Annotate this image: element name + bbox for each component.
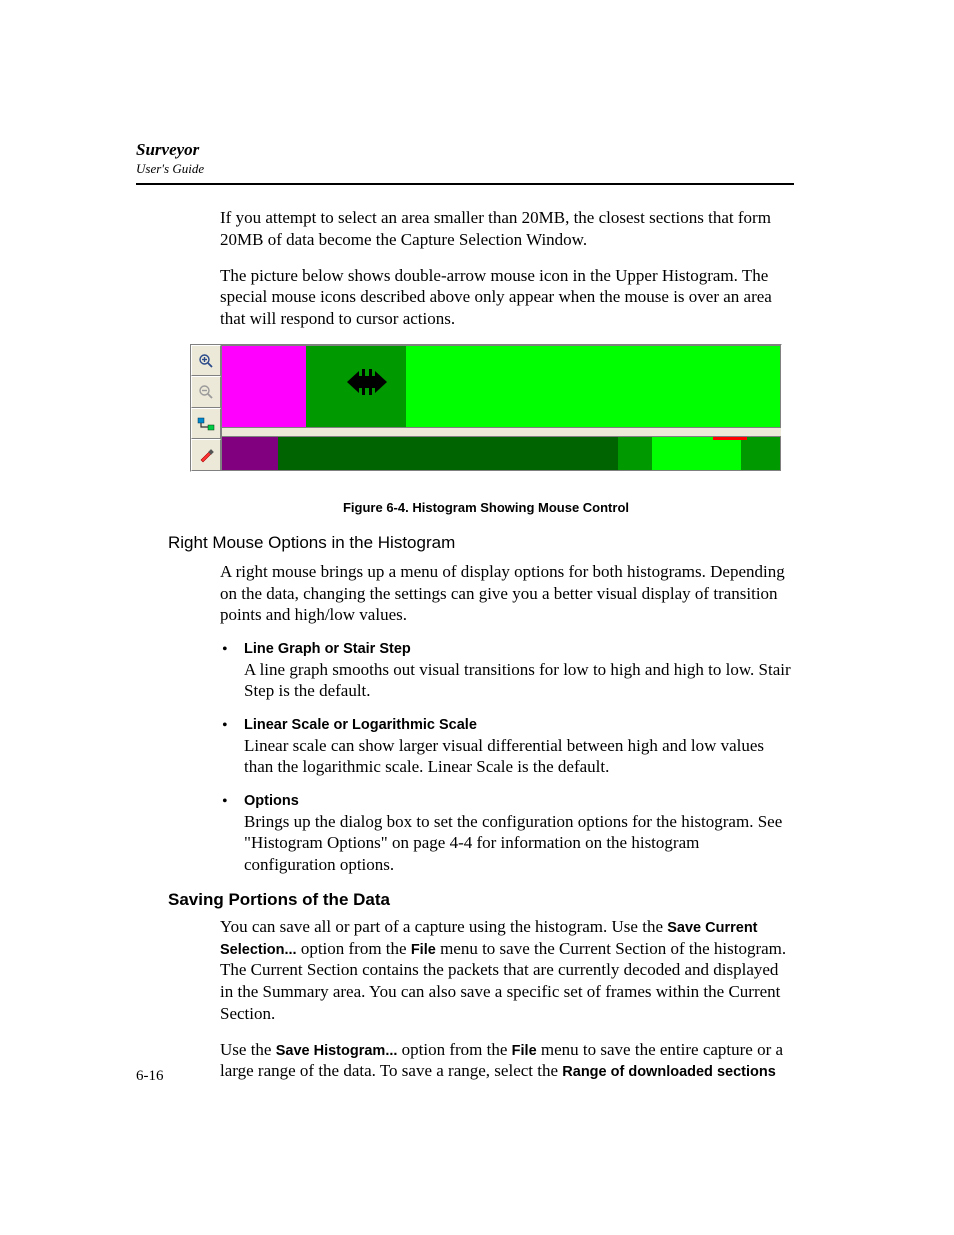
- doc-title: Surveyor: [136, 140, 794, 160]
- bullet-body: Brings up the dialog box to set the conf…: [244, 812, 782, 875]
- figure-caption: Figure 6-4. Histogram Showing Mouse Cont…: [190, 500, 782, 515]
- doc-subtitle: User's Guide: [136, 161, 794, 177]
- list-item: Options Brings up the dialog box to set …: [220, 792, 794, 876]
- text-run: option from the: [297, 939, 411, 958]
- highlight-icon: [198, 447, 214, 463]
- list-item: Linear Scale or Logarithmic Scale Linear…: [220, 716, 794, 778]
- intro-block: If you attempt to select an area smaller…: [220, 207, 794, 330]
- right-mouse-heading: Right Mouse Options in the Histogram: [168, 533, 794, 553]
- saving-heading: Saving Portions of the Data: [168, 890, 794, 910]
- right-mouse-block: A right mouse brings up a menu of displa…: [220, 561, 794, 876]
- bullet-body: Linear scale can show larger visual diff…: [244, 736, 764, 777]
- upper-histogram[interactable]: [222, 345, 781, 428]
- histogram-panels: [222, 345, 781, 471]
- bullet-title: Options: [244, 792, 794, 811]
- text-run: Use the: [220, 1040, 276, 1059]
- text-run: You can save all or part of a capture us…: [220, 917, 667, 936]
- saving-para-2: Use the Save Histogram... option from th…: [220, 1039, 794, 1083]
- intro-para-1: If you attempt to select an area smaller…: [220, 207, 794, 251]
- zoom-out-icon: [198, 384, 214, 400]
- network-icon: [197, 417, 215, 431]
- bullet-title: Line Graph or Stair Step: [244, 640, 794, 659]
- right-mouse-list: Line Graph or Stair Step A line graph sm…: [220, 640, 794, 876]
- page: Surveyor User's Guide If you attempt to …: [0, 0, 954, 1235]
- saving-block: You can save all or part of a capture us…: [220, 916, 794, 1082]
- header-rule: [136, 183, 794, 185]
- list-item: Line Graph or Stair Step A line graph sm…: [220, 640, 794, 702]
- ui-string: File: [512, 1043, 537, 1059]
- ui-string: Save Histogram...: [276, 1043, 398, 1059]
- bullet-title: Linear Scale or Logarithmic Scale: [244, 716, 794, 735]
- saving-para-1: You can save all or part of a capture us…: [220, 916, 794, 1025]
- histogram-figure: Figure 6-4. Histogram Showing Mouse Cont…: [190, 344, 782, 515]
- text-run: option from the: [397, 1040, 511, 1059]
- right-mouse-lead: A right mouse brings up a menu of displa…: [220, 561, 794, 626]
- intro-para-2: The picture below shows double-arrow mou…: [220, 265, 794, 330]
- histogram-gap: [222, 428, 781, 436]
- lower-histogram[interactable]: [222, 436, 781, 471]
- network-button[interactable]: [191, 408, 221, 440]
- histogram-widget: [190, 344, 782, 472]
- running-header: Surveyor User's Guide: [136, 140, 794, 177]
- histogram-toolbar: [191, 345, 222, 471]
- bullet-body: A line graph smooths out visual transiti…: [244, 660, 791, 701]
- ui-string: Range of downloaded sections: [562, 1064, 776, 1080]
- page-number: 6-16: [136, 1068, 164, 1085]
- ui-string: File: [411, 942, 436, 958]
- highlight-button[interactable]: [191, 439, 221, 471]
- zoom-out-button[interactable]: [191, 376, 221, 408]
- zoom-in-button[interactable]: [191, 345, 221, 377]
- zoom-in-icon: [198, 353, 214, 369]
